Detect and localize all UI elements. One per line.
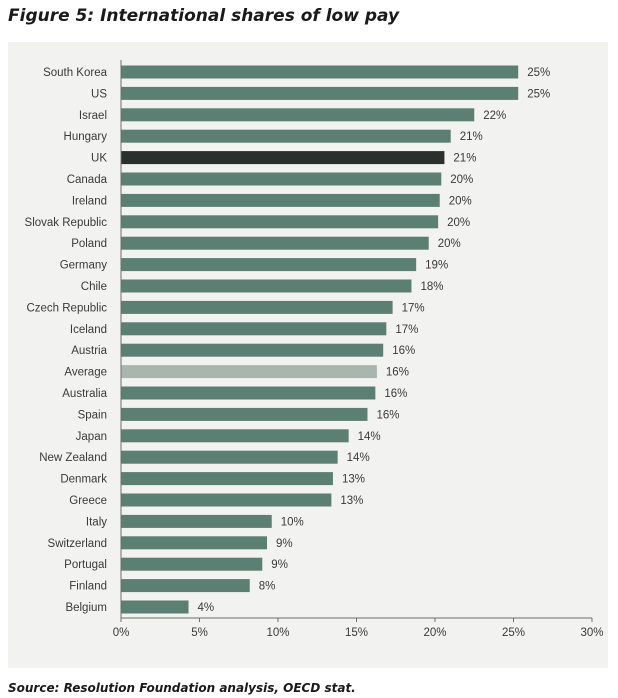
bar xyxy=(121,86,519,100)
data-label: 16% xyxy=(392,345,415,357)
data-label: 14% xyxy=(358,431,381,443)
category-label: Israel xyxy=(79,110,107,122)
data-label: 20% xyxy=(450,174,473,186)
category-label: Australia xyxy=(62,388,107,400)
bar xyxy=(121,600,189,614)
data-label: 25% xyxy=(527,88,550,100)
bar xyxy=(121,215,439,229)
data-label: 14% xyxy=(347,452,370,464)
data-label: 13% xyxy=(342,474,365,486)
source-note: Source: Resolution Foundation analysis, … xyxy=(8,681,356,695)
data-label: 19% xyxy=(425,260,448,272)
x-tick-label: 25% xyxy=(502,627,525,639)
bar xyxy=(121,429,349,443)
category-label: Average xyxy=(64,367,107,379)
bar xyxy=(121,536,268,550)
category-label: Slovak Republic xyxy=(25,217,108,229)
bar xyxy=(121,322,387,336)
category-label: Portugal xyxy=(64,559,107,571)
category-label: Germany xyxy=(60,260,108,272)
data-label: 21% xyxy=(453,153,476,165)
category-label: Spain xyxy=(78,409,107,421)
category-label: Japan xyxy=(76,431,107,443)
data-label: 20% xyxy=(449,195,472,207)
bar xyxy=(121,493,332,507)
bar xyxy=(121,65,519,79)
category-label: Greece xyxy=(69,495,107,507)
category-label: Chile xyxy=(81,281,107,293)
bar xyxy=(121,151,445,165)
category-label: Poland xyxy=(71,238,107,250)
data-label: 20% xyxy=(438,238,461,250)
data-label: 10% xyxy=(281,516,304,528)
data-label: 13% xyxy=(340,495,363,507)
data-label: 20% xyxy=(447,217,470,229)
bar xyxy=(121,514,272,528)
bar xyxy=(121,450,338,464)
bar xyxy=(121,579,250,593)
bar xyxy=(121,407,368,421)
data-label: 16% xyxy=(376,409,399,421)
category-label: Denmark xyxy=(60,474,107,486)
chart-title: Figure 5: International shares of low pa… xyxy=(8,6,400,26)
data-label: 17% xyxy=(395,324,418,336)
category-label: New Zealand xyxy=(39,452,107,464)
bar xyxy=(121,300,393,314)
x-tick-label: 30% xyxy=(580,627,603,639)
category-label: US xyxy=(91,88,107,100)
category-label: Ireland xyxy=(72,195,107,207)
data-label: 4% xyxy=(198,602,215,614)
x-tick-label: 20% xyxy=(423,627,446,639)
category-label: Canada xyxy=(67,174,108,186)
bar xyxy=(121,472,333,486)
category-label: Italy xyxy=(86,516,107,528)
category-label: Austria xyxy=(71,345,107,357)
category-label: Iceland xyxy=(70,324,107,336)
category-label: Switzerland xyxy=(48,538,107,550)
category-label: Czech Republic xyxy=(26,302,107,314)
data-label: 21% xyxy=(460,131,483,143)
bar xyxy=(121,193,440,207)
category-label: Belgium xyxy=(65,602,107,614)
data-label: 9% xyxy=(276,538,293,550)
data-label: 22% xyxy=(483,110,506,122)
bar xyxy=(121,129,451,143)
category-label: South Korea xyxy=(43,67,108,79)
bar xyxy=(121,236,429,250)
x-tick-label: 10% xyxy=(266,627,289,639)
category-label: Hungary xyxy=(64,131,108,143)
data-label: 18% xyxy=(420,281,443,293)
x-tick-label: 15% xyxy=(345,627,368,639)
bar xyxy=(121,386,376,400)
bar xyxy=(121,365,377,379)
data-label: 25% xyxy=(527,67,550,79)
category-label: UK xyxy=(91,153,107,165)
bar xyxy=(121,258,417,272)
data-label: 9% xyxy=(271,559,288,571)
bar xyxy=(121,557,263,571)
data-label: 8% xyxy=(259,581,276,593)
data-label: 16% xyxy=(386,367,409,379)
data-label: 17% xyxy=(402,302,425,314)
x-tick-label: 0% xyxy=(113,627,130,639)
bar xyxy=(121,343,384,357)
category-label: Finland xyxy=(69,581,107,593)
bar xyxy=(121,172,442,186)
bar xyxy=(121,279,412,293)
x-tick-label: 5% xyxy=(191,627,208,639)
data-label: 16% xyxy=(384,388,407,400)
bar xyxy=(121,108,475,122)
